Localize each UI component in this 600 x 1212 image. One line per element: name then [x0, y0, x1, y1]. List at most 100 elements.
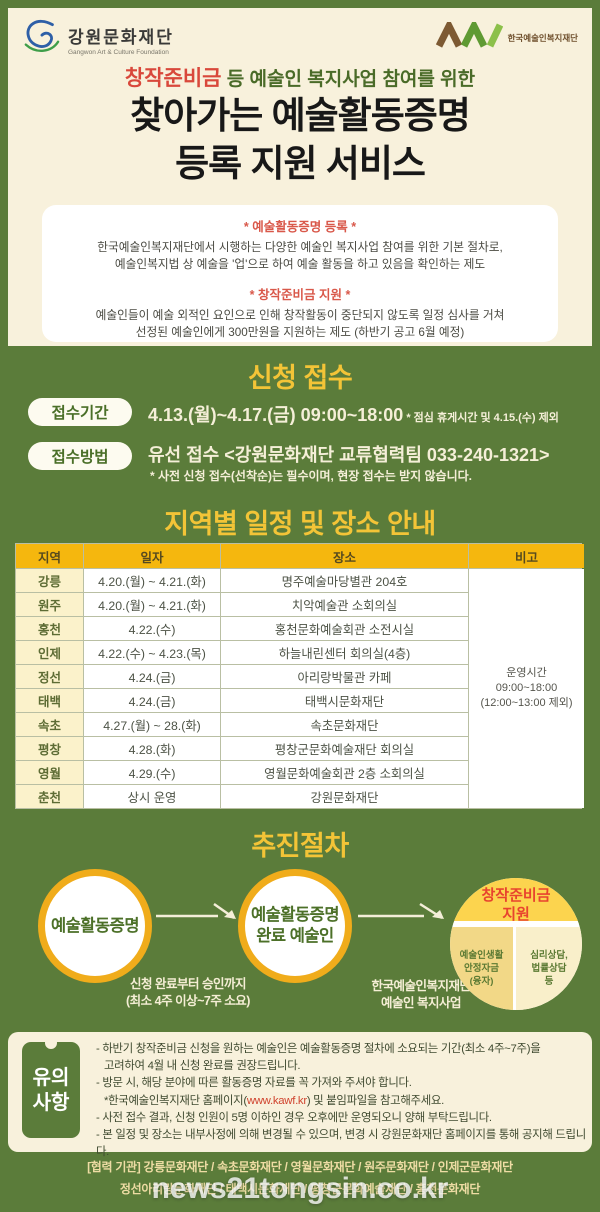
table-cell-region: 홍천 — [16, 617, 83, 640]
table-cell-region: 영월 — [16, 761, 83, 784]
process-step2-line1: 예술활동증명 — [250, 906, 340, 924]
kawf-homepage-link[interactable]: www.kawf.kr — [246, 1094, 307, 1107]
info-section2-line2: 선정된 예술인에게 300만원을 지원하는 제도 (하반기 공고 6월 예정) — [135, 326, 465, 339]
table-cell-place: 속초문화재단 — [221, 713, 468, 736]
info-section1-title: * 예술활동증명 등록 * — [243, 220, 357, 234]
process-step2-circle: 예술활동증명 완료 예술인 — [238, 869, 352, 983]
table-cell-date: 4.22.(수) — [84, 617, 220, 640]
table-cell-region: 태백 — [16, 689, 83, 712]
kawf-logo: 한국예술인복지재단 — [435, 18, 578, 53]
schedule-section-title: 지역별 일정 및 장소 안내 — [164, 509, 436, 539]
step3-right-line1: 심리상담, — [530, 950, 568, 961]
col-header-region: 지역 — [16, 544, 83, 568]
step3-left-line1: 예술인생활 — [459, 950, 504, 961]
process-step3-circle: 창작준비금 지원 예술인생활 안정자금 (융자) 심리상담, 법률상담 등 — [450, 878, 582, 1010]
process-step1-label: 예술활동증명 — [50, 916, 140, 935]
application-section-title: 신청 접수 — [247, 363, 353, 393]
period-value-main: 4.13.(월)~4.17.(금) 09:00~18:00 — [148, 405, 404, 425]
method-value-main: 유선 접수 <강원문화재단 교류협력팀 033-240-1321> — [148, 445, 550, 465]
arrow1-caption-line2: (최소 4주 이상~7주 소요) — [126, 994, 250, 1008]
schedule-table: 지역 일자 장소 비고 운영시간 09:00~18:00 (12:00~13:0… — [15, 543, 584, 809]
table-cell-place: 하늘내린센터 회의실(4층) — [221, 641, 468, 664]
step3-left-line2: 안정자금 — [464, 963, 499, 974]
gangwon-foundation-logo: 강원문화재단 Gangwon Art & Culture Foundation — [20, 18, 174, 61]
arrow1-caption: 신청 완료부터 승인까지 (최소 4주 이상~7주 소요) — [108, 976, 268, 1010]
table-cell-place: 치악예술관 소회의실 — [221, 593, 468, 616]
info-section2-line1: 예술인들이 예술 외적인 요인으로 인해 창작활동이 중단되지 않도록 일정 심… — [95, 309, 505, 322]
partners-line1: [협력 기관] 강릉문화재단 / 속초문화재단 / 영월문화재단 / 원주문화재… — [87, 1160, 513, 1174]
arrow1-caption-line1: 신청 완료부터 승인까지 — [130, 977, 246, 991]
process-step2-line2: 완료 예술인 — [256, 927, 334, 945]
notice-item: - 본 일정 및 장소는 내부사정에 의해 변경될 수 있으며, 변경 시 강원… — [96, 1129, 586, 1159]
step3-left-segment: 예술인생활 안정자금 (융자) — [450, 927, 516, 1010]
gangwon-logo-title: 강원문화재단 — [68, 28, 174, 47]
table-cell-region: 정선 — [16, 665, 83, 688]
table-cell-place: 아리랑박물관 카페 — [221, 665, 468, 688]
info-section1-line2: 예술인복지법 상 예술을 '업'으로 하여 예술 활동을 하고 있음을 확인하는… — [114, 258, 486, 271]
notice-item: - 사전 접수 결과, 신청 인원이 5명 이하인 경우 오후에만 운영되오니 … — [96, 1111, 492, 1124]
remark-line2: 09:00~18:00 — [495, 682, 558, 694]
note-prefix: *한국예술인복지재단 홈페이지( — [104, 1094, 247, 1107]
table-cell-region: 원주 — [16, 593, 83, 616]
table-cell-place: 영월문화예술회관 2층 소회의실 — [221, 761, 468, 784]
col-header-remark: 비고 — [469, 544, 584, 568]
watermark: news21tongsin.co.kr — [151, 1172, 449, 1205]
notice-panel: 유의 사항 - 하반기 창작준비금 신청을 원하는 예술인은 예술활동증명 절차… — [8, 1032, 592, 1158]
step3-right-segment: 심리상담, 법률상담 등 — [516, 927, 582, 1010]
arrow2-caption-line1: 한국예술인복지재단 — [371, 979, 471, 993]
table-cell-place: 평창군문화예술재단 회의실 — [221, 737, 468, 760]
partners-line2: 정선아리랑문화재단 / 태백시문화재단 / 평창군문화예술재단 / 홍천문화재단 — [119, 1182, 481, 1196]
notice-item-cont: 고려하여 4월 내 신청 완료를 권장드립니다. — [104, 1060, 301, 1073]
info-section2-title: * 창작준비금 지원 * — [249, 288, 351, 302]
table-cell-region: 춘천 — [16, 785, 83, 808]
table-cell-region: 인제 — [16, 641, 83, 664]
table-cell-date: 4.28.(화) — [84, 737, 220, 760]
arrow2-caption-line2: 예술인 복지사업 — [381, 996, 461, 1010]
subtitle-highlight: 창작준비금 — [124, 67, 222, 90]
table-cell-date: 4.20.(월) ~ 4.21.(화) — [84, 593, 220, 616]
subtitle-rest: 등 예술인 복지사업 참여를 위한 — [221, 69, 476, 90]
table-cell-date: 4.29.(수) — [84, 761, 220, 784]
kawf-chevrons-icon — [435, 18, 503, 53]
table-cell-region: 강릉 — [16, 569, 83, 592]
process-step1-circle: 예술활동증명 — [38, 869, 152, 983]
method-label-pill: 접수방법 — [28, 442, 132, 470]
kawf-logo-title: 한국예술인복지재단 — [507, 32, 578, 43]
header-panel: 강원문화재단 Gangwon Art & Culture Foundation … — [8, 8, 592, 346]
notice-tag-line2: 사항 — [32, 1092, 70, 1114]
step3-left-line3: (융자) — [469, 976, 494, 987]
notice-item-note: *한국예술인복지재단 홈페이지(www.kawf.kr) 및 붙임파일을 참고해… — [96, 1093, 586, 1110]
step3-title-line2: 지원 — [502, 906, 530, 923]
gangwon-logo-subtitle: Gangwon Art & Culture Foundation — [68, 49, 169, 56]
notice-list: - 하반기 창작준비금 신청을 원하는 예술인은 예술활동증명 절차에 소요되는… — [96, 1041, 586, 1161]
col-header-date: 일자 — [84, 544, 220, 568]
step3-right-line3: 등 — [544, 976, 554, 987]
table-cell-region: 속초 — [16, 713, 83, 736]
remark-line1: 운영시간 — [506, 667, 547, 679]
arrow2-caption: 한국예술인복지재단 예술인 복지사업 — [345, 978, 497, 1012]
arrow-right-icon — [358, 900, 448, 931]
col-header-place: 장소 — [221, 544, 468, 568]
tag-notch — [45, 1037, 57, 1049]
table-cell-place: 홍천문화예술회관 소전시실 — [221, 617, 468, 640]
notice-tag: 유의 사항 — [22, 1037, 80, 1138]
table-cell-date: 4.20.(월) ~ 4.21.(화) — [84, 569, 220, 592]
note-suffix: ) 및 붙임파일을 참고해주세요. — [306, 1094, 444, 1107]
poster-title-line2: 등록 지원 서비스 — [175, 143, 426, 184]
table-cell-place: 강원문화재단 — [221, 785, 468, 808]
poster-title-line1: 찾아가는 예술활동증명 — [130, 95, 471, 136]
remark-line3: (12:00~13:00 제외) — [480, 697, 573, 709]
table-cell-date: 4.22.(수) ~ 4.23.(목) — [84, 641, 220, 664]
program-info-box: * 예술활동증명 등록 * 한국예술인복지재단에서 시행하는 다양한 예술인 복… — [42, 205, 558, 342]
arrow-right-icon — [156, 900, 240, 931]
step3-title: 창작준비금 지원 — [450, 878, 582, 924]
table-cell-date: 4.24.(금) — [84, 665, 220, 688]
gangwon-swirl-icon — [20, 18, 62, 61]
process-section-title: 추진절차 — [251, 831, 349, 861]
period-value: 4.13.(월)~4.17.(금) 09:00~18:00 * 점심 휴게시간 … — [148, 401, 559, 427]
period-label-pill: 접수기간 — [28, 398, 132, 426]
table-cell-date: 상시 운영 — [84, 785, 220, 808]
step3-title-line1: 창작준비금 — [481, 887, 551, 904]
method-note: * 사전 신청 접수(선착순)는 필수이며, 현장 접수는 받지 않습니다. — [150, 469, 473, 483]
